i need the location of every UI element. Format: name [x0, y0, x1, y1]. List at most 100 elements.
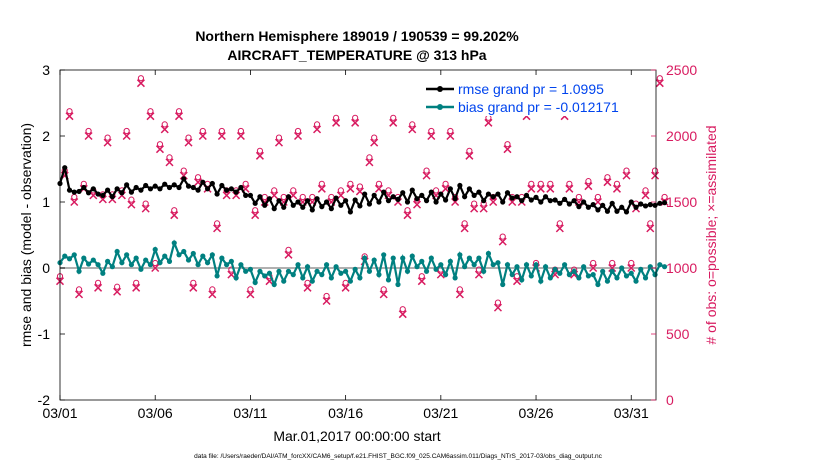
obs-possible-point — [247, 286, 254, 293]
x-tick-label: 03/01 — [42, 405, 77, 421]
obs-possible-point — [218, 127, 225, 135]
obs-assimilated-point — [646, 224, 655, 233]
rmse-point — [390, 194, 396, 200]
obs-assimilated-point — [317, 184, 326, 193]
bias-point — [614, 275, 620, 281]
obs-possible-point — [642, 187, 649, 194]
rmse-point — [595, 207, 601, 213]
rmse-point — [171, 182, 177, 188]
bias-point — [200, 253, 206, 259]
rmse-point — [214, 191, 220, 197]
obs-assimilated-point — [503, 145, 512, 154]
rmse-point — [395, 196, 401, 202]
rmse-point — [152, 183, 158, 189]
bias-point — [343, 268, 349, 274]
rmse-point — [566, 201, 572, 207]
rmse-point — [62, 165, 68, 171]
obs-possible-point — [585, 178, 592, 185]
bias-point — [371, 257, 377, 263]
bias-point — [323, 262, 330, 268]
rmse-point — [490, 194, 496, 200]
rmse-point — [438, 191, 444, 197]
obs-possible-point — [404, 207, 411, 214]
obs-assimilated-point — [113, 287, 122, 296]
obs-possible-point — [156, 141, 164, 148]
obs-possible-point — [161, 121, 168, 128]
obs-possible-point — [142, 200, 149, 207]
rmse-point — [343, 198, 349, 204]
bias-point — [262, 273, 268, 279]
bias-point — [395, 281, 401, 288]
bias-point — [504, 262, 511, 268]
obs-assimilated-point — [655, 79, 664, 88]
obs-possible-point — [651, 167, 659, 174]
obs-assimilated-point — [493, 303, 502, 312]
bias-point — [219, 255, 225, 261]
rmse-point — [323, 199, 330, 205]
rmse-point — [614, 208, 620, 214]
obs-assimilated-point — [584, 182, 593, 191]
obs-possible-point — [128, 196, 135, 203]
rmse-point — [423, 198, 430, 204]
obs-possible-point — [237, 127, 244, 135]
obs-assimilated-point — [198, 131, 207, 141]
rmse-point — [119, 190, 125, 196]
rmse-point — [309, 207, 315, 213]
obs-possible-point — [309, 193, 316, 201]
bias-point — [124, 252, 130, 258]
obs-possible-point — [299, 193, 306, 201]
bias-point — [157, 260, 163, 266]
rmse-point — [66, 187, 73, 193]
bias-point — [609, 268, 615, 274]
obs-possible-point — [623, 167, 630, 174]
bias-point — [152, 246, 158, 253]
bias-point — [428, 255, 434, 261]
bias-point — [571, 268, 577, 274]
obs-possible-point — [380, 286, 387, 293]
rmse-point — [523, 192, 530, 198]
obs-possible-point — [609, 259, 616, 267]
obs-assimilated-point — [346, 184, 355, 193]
obs-possible-point — [504, 141, 511, 148]
obs-assimilated-point — [189, 283, 198, 292]
obs-possible-point — [604, 174, 611, 181]
bias-point — [528, 273, 534, 279]
obs-possible-point — [75, 286, 83, 293]
rmse-point — [642, 203, 649, 209]
rmse-point — [128, 189, 135, 195]
y-tick-label-right: 0 — [666, 392, 674, 408]
rmse-point — [238, 184, 244, 191]
obs-assimilated-point — [255, 151, 264, 160]
obs-assimilated-point — [474, 270, 483, 279]
obs-possible-point — [575, 193, 582, 201]
obs-assimilated-point — [627, 263, 636, 273]
bias-point — [166, 258, 173, 264]
obs-possible-point — [318, 180, 325, 187]
bias-point — [357, 275, 363, 281]
rmse-point — [604, 208, 611, 214]
bias-point — [66, 256, 73, 262]
rmse-point — [528, 197, 534, 203]
legend-box — [422, 76, 651, 116]
obs-assimilated-point — [103, 138, 112, 147]
obs-assimilated-point — [174, 112, 184, 121]
obs-assimilated-point — [270, 191, 279, 200]
bias-point — [290, 272, 296, 278]
rmse-point — [547, 198, 553, 204]
bias-point — [300, 275, 306, 281]
chart-title-line1: Northern Hemisphere 189019 / 190539 = 99… — [195, 28, 519, 44]
rmse-point — [466, 186, 472, 192]
bias-point — [590, 272, 596, 278]
bias-point — [581, 264, 587, 270]
bias-point — [447, 258, 453, 264]
rmse-point — [638, 201, 644, 207]
obs-possible-point — [494, 299, 502, 306]
rmse-point — [76, 188, 82, 195]
y-tick-label-left: 0 — [42, 260, 50, 276]
rmse-point — [166, 184, 173, 191]
bias-point — [147, 262, 154, 268]
rmse-point — [304, 198, 311, 204]
bias-point — [352, 266, 358, 272]
bias-point — [385, 277, 392, 283]
bias-point — [414, 264, 420, 270]
